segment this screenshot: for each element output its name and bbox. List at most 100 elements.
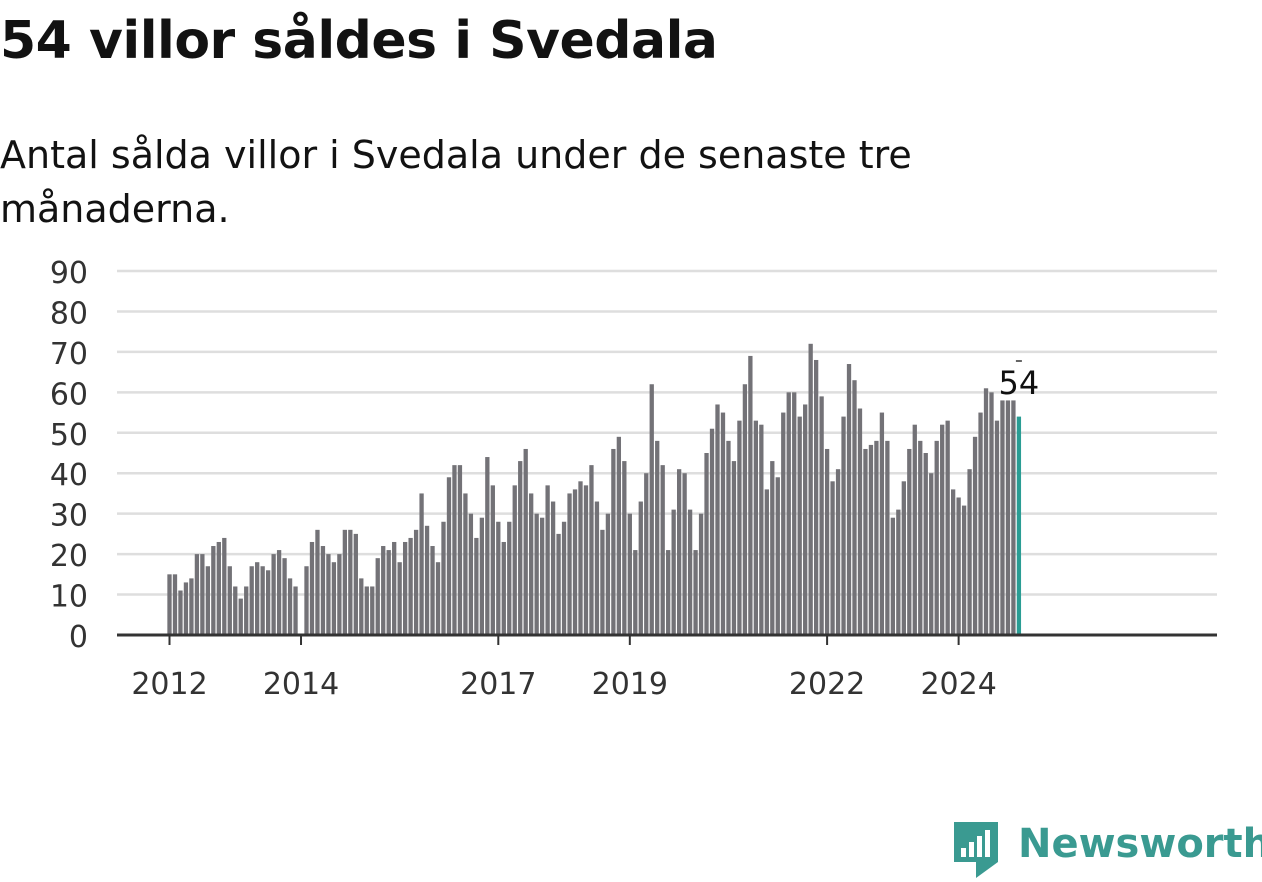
y-tick-label: 60	[50, 377, 88, 412]
bar	[309, 541, 315, 635]
bar	[556, 533, 561, 635]
bar	[633, 550, 638, 635]
bar	[441, 521, 446, 635]
grid-lines	[117, 269, 1217, 596]
bar	[994, 420, 1000, 635]
bar	[655, 440, 660, 635]
bar	[550, 501, 556, 635]
bar	[474, 537, 479, 635]
bar	[468, 513, 474, 635]
bar	[178, 590, 183, 635]
bar	[748, 355, 753, 635]
bar	[698, 513, 704, 635]
x-tick-label: 2022	[789, 667, 865, 702]
y-tick-label: 20	[50, 539, 88, 574]
bar	[348, 529, 353, 635]
bar	[293, 586, 298, 635]
bar	[896, 509, 901, 635]
bar	[934, 440, 939, 635]
bar	[572, 489, 578, 635]
y-tick-label: 0	[69, 620, 88, 655]
bar	[216, 541, 221, 635]
bar	[1005, 400, 1011, 635]
bar	[978, 412, 983, 635]
bar	[923, 453, 928, 635]
bar	[189, 578, 194, 635]
x-axis: 2012 2014 2017 2019 2022 2024	[117, 633, 1217, 702]
bar	[326, 554, 331, 635]
bar	[457, 465, 463, 635]
bar	[961, 505, 967, 635]
bar	[446, 477, 452, 635]
bar	[929, 473, 934, 635]
bar	[435, 562, 441, 635]
bar	[622, 461, 627, 635]
bar	[205, 566, 211, 635]
bar	[841, 416, 846, 635]
bar	[260, 566, 265, 635]
bar	[589, 465, 594, 635]
bar	[578, 481, 583, 635]
bar	[452, 465, 457, 635]
bar	[956, 497, 961, 635]
bar	[512, 485, 517, 635]
bar	[1011, 400, 1016, 635]
bar	[529, 493, 534, 635]
bar	[879, 412, 885, 635]
bar	[830, 481, 835, 635]
bar	[167, 574, 172, 635]
bar	[835, 469, 841, 635]
bar	[238, 598, 243, 635]
bar	[846, 364, 852, 635]
bar	[276, 550, 282, 635]
bar	[972, 436, 978, 635]
bar	[874, 440, 879, 635]
bar	[534, 513, 539, 635]
bar	[364, 586, 369, 635]
bar	[490, 485, 495, 635]
bar	[671, 509, 676, 635]
bar	[287, 578, 293, 635]
bar	[523, 448, 528, 635]
bar	[600, 529, 605, 635]
bar	[501, 541, 506, 635]
y-tick-label: 70	[50, 337, 88, 372]
bar	[463, 493, 468, 635]
bar	[244, 586, 249, 635]
bar	[304, 566, 309, 635]
bar	[912, 424, 917, 635]
x-tick-label: 2024	[920, 667, 996, 702]
bar	[507, 521, 512, 635]
bar	[857, 408, 863, 635]
y-tick-label: 90	[50, 256, 88, 291]
x-tick-label: 2017	[460, 667, 536, 702]
bar	[885, 440, 890, 635]
bar	[282, 558, 287, 635]
bar	[890, 517, 896, 635]
bar	[479, 517, 485, 635]
bar	[183, 582, 189, 635]
newsworthy-logo-icon	[954, 822, 998, 878]
bar	[605, 513, 611, 635]
bar	[753, 420, 759, 635]
x-tick-label: 2014	[263, 667, 339, 702]
bar	[211, 546, 216, 635]
bar	[408, 537, 413, 635]
bar	[342, 529, 348, 635]
bar	[375, 558, 380, 635]
bar	[539, 517, 545, 635]
y-tick-label: 40	[50, 458, 88, 493]
bar	[337, 554, 342, 635]
bar	[496, 521, 501, 635]
x-tick-label: 2012	[131, 667, 207, 702]
bar	[693, 550, 698, 635]
bar	[907, 448, 912, 635]
bar	[227, 566, 232, 635]
highlight-value-label: 54	[999, 364, 1040, 402]
bar	[737, 420, 742, 635]
bar	[666, 550, 671, 635]
bar	[945, 420, 950, 635]
bar	[764, 489, 769, 635]
bar	[255, 562, 260, 635]
bar	[682, 473, 687, 635]
